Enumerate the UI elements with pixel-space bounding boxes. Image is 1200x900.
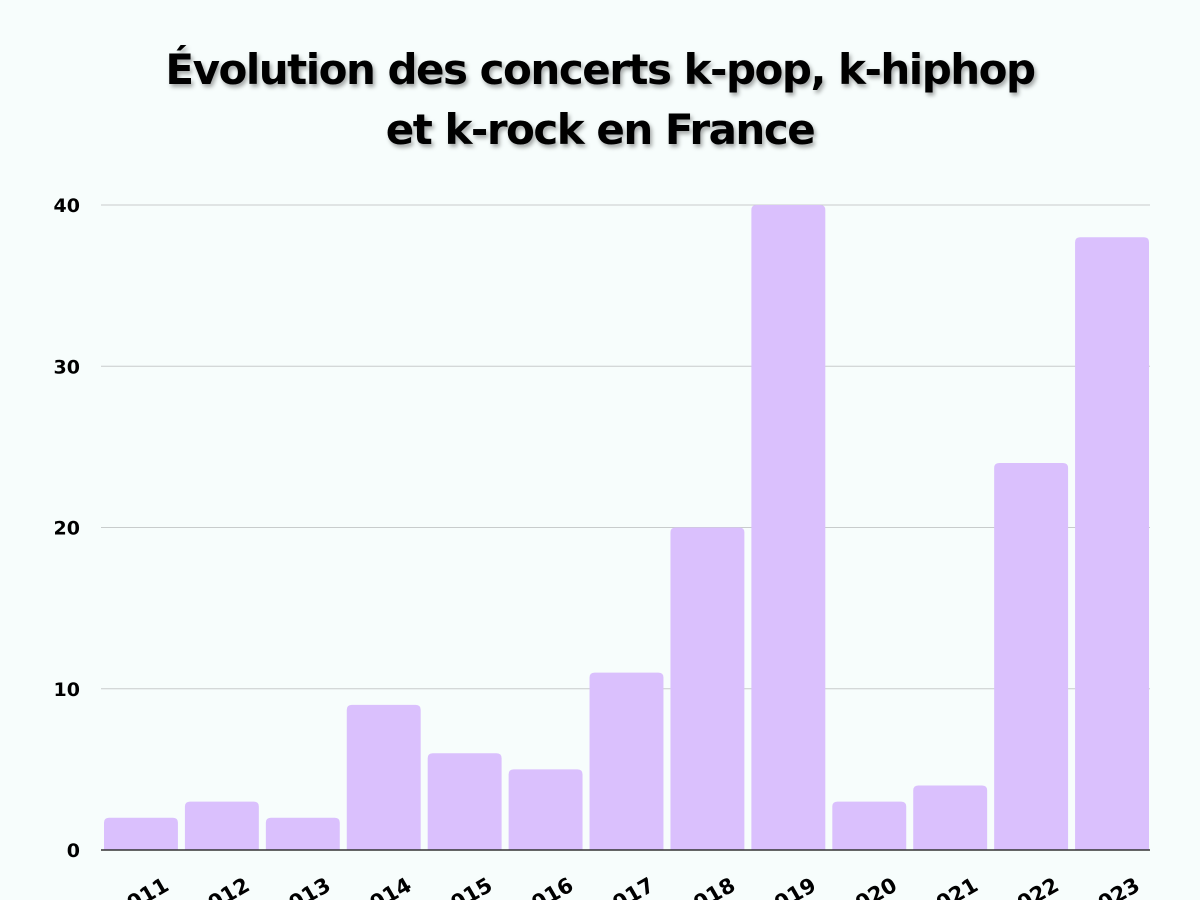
x-tick-label-2021: 2021 [919, 873, 982, 900]
bar-2011 [104, 817, 178, 850]
x-tick-label-2012: 2012 [191, 873, 254, 900]
x-tick-label-2020: 2020 [838, 873, 901, 900]
x-tick-label-2011: 2011 [110, 873, 173, 900]
x-tick-label-2022: 2022 [1000, 873, 1063, 900]
bar-2013 [265, 817, 340, 850]
bar-2018 [670, 527, 745, 850]
bar-2015 [427, 753, 502, 850]
bar-2023 [1075, 237, 1149, 850]
chart-title-line-2: et k-rock en France [385, 105, 816, 154]
x-tick-label-2015: 2015 [434, 873, 497, 900]
bar-2019 [751, 205, 826, 850]
y-tick-label-10: 10 [54, 679, 80, 701]
bar-2012 [184, 801, 259, 850]
bar-2016 [508, 769, 583, 850]
y-tick-label-30: 30 [54, 356, 80, 378]
bar-2014 [346, 704, 421, 850]
x-tick-label-2014: 2014 [353, 873, 416, 900]
x-tick-label-2017: 2017 [596, 873, 659, 900]
x-tick-label-2018: 2018 [677, 873, 740, 900]
x-tick-label-2023: 2023 [1081, 873, 1144, 900]
bar-2022 [994, 463, 1069, 850]
bar-2017 [589, 672, 664, 850]
y-tick-label-20: 20 [54, 518, 80, 540]
bar-2020 [832, 801, 907, 850]
x-tick-label-2019: 2019 [758, 873, 821, 900]
bar-2021 [913, 785, 988, 850]
chart-title-line-1: Évolution des concerts k-pop, k-hiphop [165, 45, 1036, 94]
x-tick-label-2013: 2013 [272, 873, 335, 900]
y-tick-label-0: 0 [67, 840, 80, 862]
chart-title: Évolution des concerts k-pop, k-hiphop e… [0, 40, 1200, 160]
y-tick-label-40: 40 [54, 195, 80, 217]
x-tick-label-2016: 2016 [515, 873, 578, 900]
